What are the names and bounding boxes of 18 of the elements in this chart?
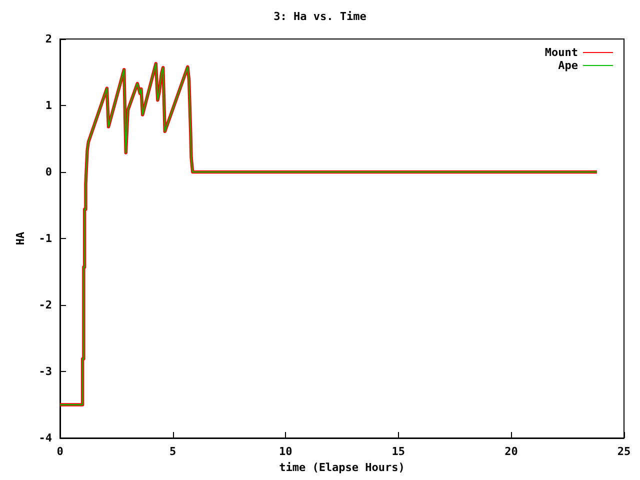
y-tick-label: 2 (45, 32, 52, 46)
y-axis-title: HA (14, 232, 27, 246)
y-tick-label: -3 (38, 365, 52, 378)
y-tick-label: -4 (38, 432, 52, 444)
chart-title: 3: Ha vs. Time (274, 10, 367, 23)
y-tick-label: 0 (45, 166, 52, 178)
legend-label: Ape (558, 59, 578, 72)
x-axis-title: time (Elapse Hours) (279, 460, 405, 474)
x-tick-label: 20 (504, 445, 518, 458)
x-tick-label: 5 (169, 445, 176, 458)
y-tick-label: 1 (45, 99, 52, 112)
y-tick-label: -1 (38, 232, 52, 245)
x-tick-label: 10 (278, 445, 292, 458)
legend-label: Mount (544, 46, 578, 59)
x-tick-label: 15 (392, 445, 406, 458)
x-tick-label: 25 (617, 445, 631, 458)
x-tick-label: 0 (56, 445, 64, 458)
y-tick-label: -2 (38, 298, 52, 312)
